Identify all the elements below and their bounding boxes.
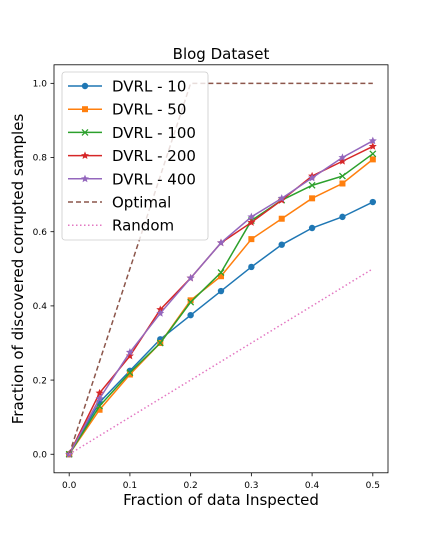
legend-label: Random [112, 217, 174, 235]
data-point [339, 213, 346, 221]
data-point [156, 309, 165, 317]
data-point [82, 106, 88, 113]
legend-box [61, 71, 209, 241]
data-point [81, 128, 89, 136]
data-point [248, 236, 255, 243]
data-point [217, 238, 225, 247]
x-tick-label: 0.5 [366, 481, 380, 491]
data-point [187, 297, 194, 304]
legend-label: DVRL - 400 [112, 170, 196, 188]
data-point [278, 215, 285, 222]
legend-label: Optimal [112, 194, 171, 212]
x-tick-label: 0.1 [123, 481, 137, 491]
data-point [187, 298, 195, 306]
data-point [187, 311, 194, 319]
data-point [156, 339, 164, 347]
data-point [368, 136, 377, 145]
data-point [277, 194, 286, 202]
legend: DVRL - 10 DVRL - 50 DVRL - 100 DVRL - 200 DV… [61, 71, 209, 241]
data-point [81, 151, 89, 159]
data-point [247, 218, 256, 226]
data-point [309, 195, 316, 202]
data-point [369, 198, 377, 206]
chart-title: Blog Dataset [173, 45, 270, 63]
series-random [68, 268, 374, 455]
y-tick-label: 0.2 [33, 376, 47, 386]
data-point [338, 153, 347, 161]
data-point [278, 241, 285, 248]
data-point [308, 181, 316, 189]
y-tick-label: 1.0 [33, 80, 48, 90]
series-line [68, 268, 374, 455]
data-point [248, 263, 255, 271]
legend-item: DVRL - 50 [68, 101, 186, 119]
data-point [308, 224, 316, 232]
data-point [81, 82, 89, 90]
series-layer [65, 82, 377, 458]
y-tick-label: 0.0 [33, 450, 48, 460]
data-point [368, 142, 377, 150]
y-tick-label: 0.4 [33, 302, 48, 312]
data-point [338, 157, 347, 165]
x-tick-label: 0.2 [183, 481, 197, 491]
data-point [369, 156, 376, 163]
plot-frame [53, 64, 389, 474]
series-optimal [68, 82, 373, 455]
data-point [96, 406, 103, 413]
y-axis-label: Fraction of discovered corrupted samples [9, 114, 27, 425]
data-point [126, 369, 134, 377]
data-point [218, 273, 224, 280]
axis-ticks: 0.0 0.1 0.2 0.3 0.4 0.5 0.0 0.2 0.4 0.6 0.8 1.0 [33, 80, 380, 491]
data-point [186, 273, 195, 282]
data-point [217, 287, 225, 295]
legend-item: DVRL - 400 [68, 170, 196, 188]
legend-item: Random [68, 217, 174, 235]
legend-label: DVRL - 10 [112, 78, 186, 96]
x-tick-label: 0.3 [244, 481, 258, 491]
x-tick-label: 0.4 [305, 481, 320, 491]
legend-item: DVRL - 10 [68, 78, 186, 96]
legend-item: DVRL - 200 [68, 147, 196, 165]
data-point [339, 180, 346, 187]
data-point [125, 348, 134, 356]
data-point [81, 174, 89, 183]
legend-item: Optimal [68, 194, 171, 212]
data-point [247, 212, 256, 221]
legend-label: DVRL - 100 [112, 124, 196, 142]
series-dvrl-400 [65, 136, 377, 458]
data-point [96, 402, 104, 410]
legend-label: DVRL - 50 [112, 101, 186, 119]
data-point [126, 371, 133, 378]
data-point [308, 173, 317, 182]
data-point [338, 172, 346, 180]
data-point [369, 150, 377, 158]
legend-label: DVRL - 200 [112, 147, 196, 165]
data-point [125, 351, 134, 360]
x-tick-label: 0.0 [62, 481, 77, 491]
data-point [217, 269, 225, 276]
series-line [68, 82, 373, 455]
data-point [95, 394, 104, 403]
x-axis-label: Fraction of data Inspected [123, 491, 319, 509]
y-tick-label: 0.8 [33, 154, 48, 164]
legend-item: DVRL - 100 [68, 124, 196, 142]
y-tick-label: 0.6 [33, 228, 48, 238]
